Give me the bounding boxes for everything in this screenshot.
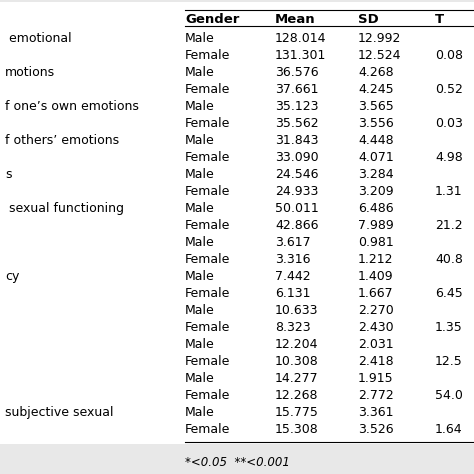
Text: motions: motions [5, 66, 55, 79]
Text: 2.430: 2.430 [358, 321, 393, 334]
Text: Female: Female [185, 117, 230, 130]
Text: 3.361: 3.361 [358, 406, 393, 419]
Text: Male: Male [185, 236, 215, 249]
Text: 1.35: 1.35 [435, 321, 463, 334]
Text: 12.268: 12.268 [275, 389, 319, 402]
Text: 33.090: 33.090 [275, 151, 319, 164]
Text: Male: Male [185, 168, 215, 181]
Text: Female: Female [185, 219, 230, 232]
Text: 0.03: 0.03 [435, 117, 463, 130]
Text: 3.209: 3.209 [358, 185, 393, 198]
Text: Male: Male [185, 66, 215, 79]
Text: 10.633: 10.633 [275, 304, 319, 317]
Text: Male: Male [185, 304, 215, 317]
Text: 12.5: 12.5 [435, 355, 463, 368]
Text: 24.546: 24.546 [275, 168, 319, 181]
Text: 14.277: 14.277 [275, 372, 319, 385]
Text: Male: Male [185, 32, 215, 45]
Text: 21.2: 21.2 [435, 219, 463, 232]
Text: 6.45: 6.45 [435, 287, 463, 300]
Text: Female: Female [185, 287, 230, 300]
Text: Mean: Mean [275, 13, 316, 26]
Text: sexual functioning: sexual functioning [5, 202, 124, 215]
Text: 2.270: 2.270 [358, 304, 394, 317]
Text: 128.014: 128.014 [275, 32, 327, 45]
Text: subjective sexual: subjective sexual [5, 406, 113, 419]
Text: Female: Female [185, 49, 230, 62]
Text: Male: Male [185, 100, 215, 113]
Text: 3.284: 3.284 [358, 168, 393, 181]
Text: 3.316: 3.316 [275, 253, 310, 266]
Text: 8.323: 8.323 [275, 321, 310, 334]
Text: T: T [435, 13, 444, 26]
Text: Female: Female [185, 355, 230, 368]
Text: 15.308: 15.308 [275, 423, 319, 436]
Text: 1.64: 1.64 [435, 423, 463, 436]
Text: 3.556: 3.556 [358, 117, 394, 130]
Text: 6.486: 6.486 [358, 202, 393, 215]
Text: 36.576: 36.576 [275, 66, 319, 79]
Text: 42.866: 42.866 [275, 219, 319, 232]
Text: 1.915: 1.915 [358, 372, 393, 385]
Text: Female: Female [185, 321, 230, 334]
Text: s: s [5, 168, 11, 181]
Text: 12.524: 12.524 [358, 49, 401, 62]
Text: 35.123: 35.123 [275, 100, 319, 113]
Text: 2.418: 2.418 [358, 355, 393, 368]
Text: Female: Female [185, 185, 230, 198]
Text: 1.31: 1.31 [435, 185, 463, 198]
Text: 7.989: 7.989 [358, 219, 394, 232]
Text: 3.617: 3.617 [275, 236, 310, 249]
Text: 3.565: 3.565 [358, 100, 394, 113]
Text: Female: Female [185, 423, 230, 436]
Text: Female: Female [185, 151, 230, 164]
Text: 54.0: 54.0 [435, 389, 463, 402]
Text: 4.268: 4.268 [358, 66, 393, 79]
Text: *<0.05  **<0.001: *<0.05 **<0.001 [184, 456, 290, 469]
Text: Male: Male [185, 338, 215, 351]
Text: 15.775: 15.775 [275, 406, 319, 419]
Text: 131.301: 131.301 [275, 49, 327, 62]
Text: 4.071: 4.071 [358, 151, 394, 164]
Text: Female: Female [185, 253, 230, 266]
Text: Gender: Gender [185, 13, 239, 26]
Text: 37.661: 37.661 [275, 83, 319, 96]
Text: 0.52: 0.52 [435, 83, 463, 96]
Text: 12.992: 12.992 [358, 32, 401, 45]
Text: 24.933: 24.933 [275, 185, 319, 198]
Text: f others’ emotions: f others’ emotions [5, 134, 119, 147]
Text: 50.011: 50.011 [275, 202, 319, 215]
Text: 1.667: 1.667 [358, 287, 393, 300]
Text: Male: Male [185, 202, 215, 215]
Text: 2.031: 2.031 [358, 338, 393, 351]
Text: 1.212: 1.212 [358, 253, 393, 266]
Text: Female: Female [185, 83, 230, 96]
Text: 4.448: 4.448 [358, 134, 393, 147]
Text: 4.245: 4.245 [358, 83, 393, 96]
Text: emotional: emotional [5, 32, 72, 45]
Text: 12.204: 12.204 [275, 338, 319, 351]
Text: cy: cy [5, 270, 19, 283]
Text: Male: Male [185, 134, 215, 147]
Text: SD: SD [358, 13, 379, 26]
Text: Male: Male [185, 406, 215, 419]
Text: 2.772: 2.772 [358, 389, 394, 402]
Text: 0.981: 0.981 [358, 236, 394, 249]
Text: 3.526: 3.526 [358, 423, 393, 436]
Text: 35.562: 35.562 [275, 117, 319, 130]
Text: 10.308: 10.308 [275, 355, 319, 368]
Text: 6.131: 6.131 [275, 287, 310, 300]
Text: 1.409: 1.409 [358, 270, 393, 283]
Text: Male: Male [185, 270, 215, 283]
Text: 40.8: 40.8 [435, 253, 463, 266]
Text: 0.08: 0.08 [435, 49, 463, 62]
Text: Male: Male [185, 372, 215, 385]
Text: Female: Female [185, 389, 230, 402]
Text: 7.442: 7.442 [275, 270, 310, 283]
Text: f one’s own emotions: f one’s own emotions [5, 100, 139, 113]
Text: 4.98: 4.98 [435, 151, 463, 164]
Text: 31.843: 31.843 [275, 134, 319, 147]
